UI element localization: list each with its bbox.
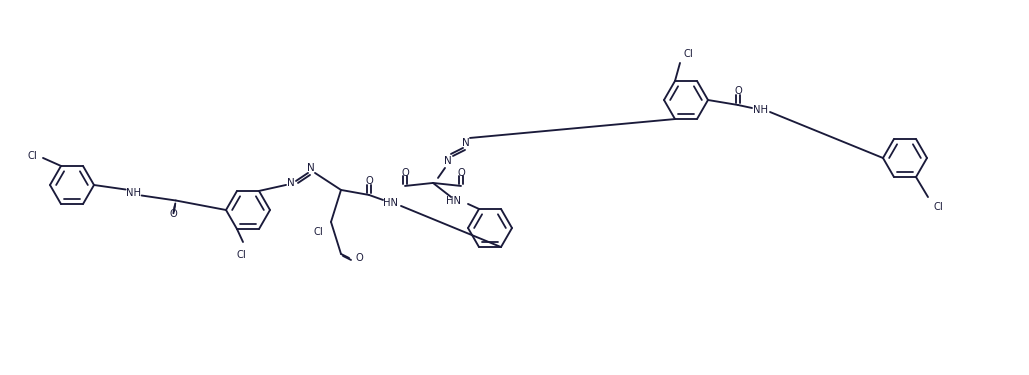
- Text: HN: HN: [446, 196, 461, 206]
- Text: Cl: Cl: [236, 250, 246, 260]
- Text: NH: NH: [752, 105, 768, 115]
- Text: N: N: [287, 178, 295, 188]
- Text: O: O: [734, 86, 742, 96]
- Text: N: N: [462, 138, 470, 148]
- Text: O: O: [170, 209, 177, 219]
- Text: N: N: [307, 163, 315, 173]
- Text: O: O: [365, 176, 372, 186]
- Text: O: O: [401, 168, 409, 178]
- Text: HN: HN: [384, 198, 398, 208]
- Text: NH: NH: [127, 188, 141, 198]
- Text: Cl: Cl: [313, 227, 323, 237]
- Text: Cl: Cl: [27, 151, 37, 161]
- Text: N: N: [445, 156, 452, 166]
- Text: O: O: [355, 253, 363, 263]
- Text: Cl: Cl: [683, 49, 693, 59]
- Text: O: O: [457, 168, 465, 178]
- Text: Cl: Cl: [934, 202, 944, 212]
